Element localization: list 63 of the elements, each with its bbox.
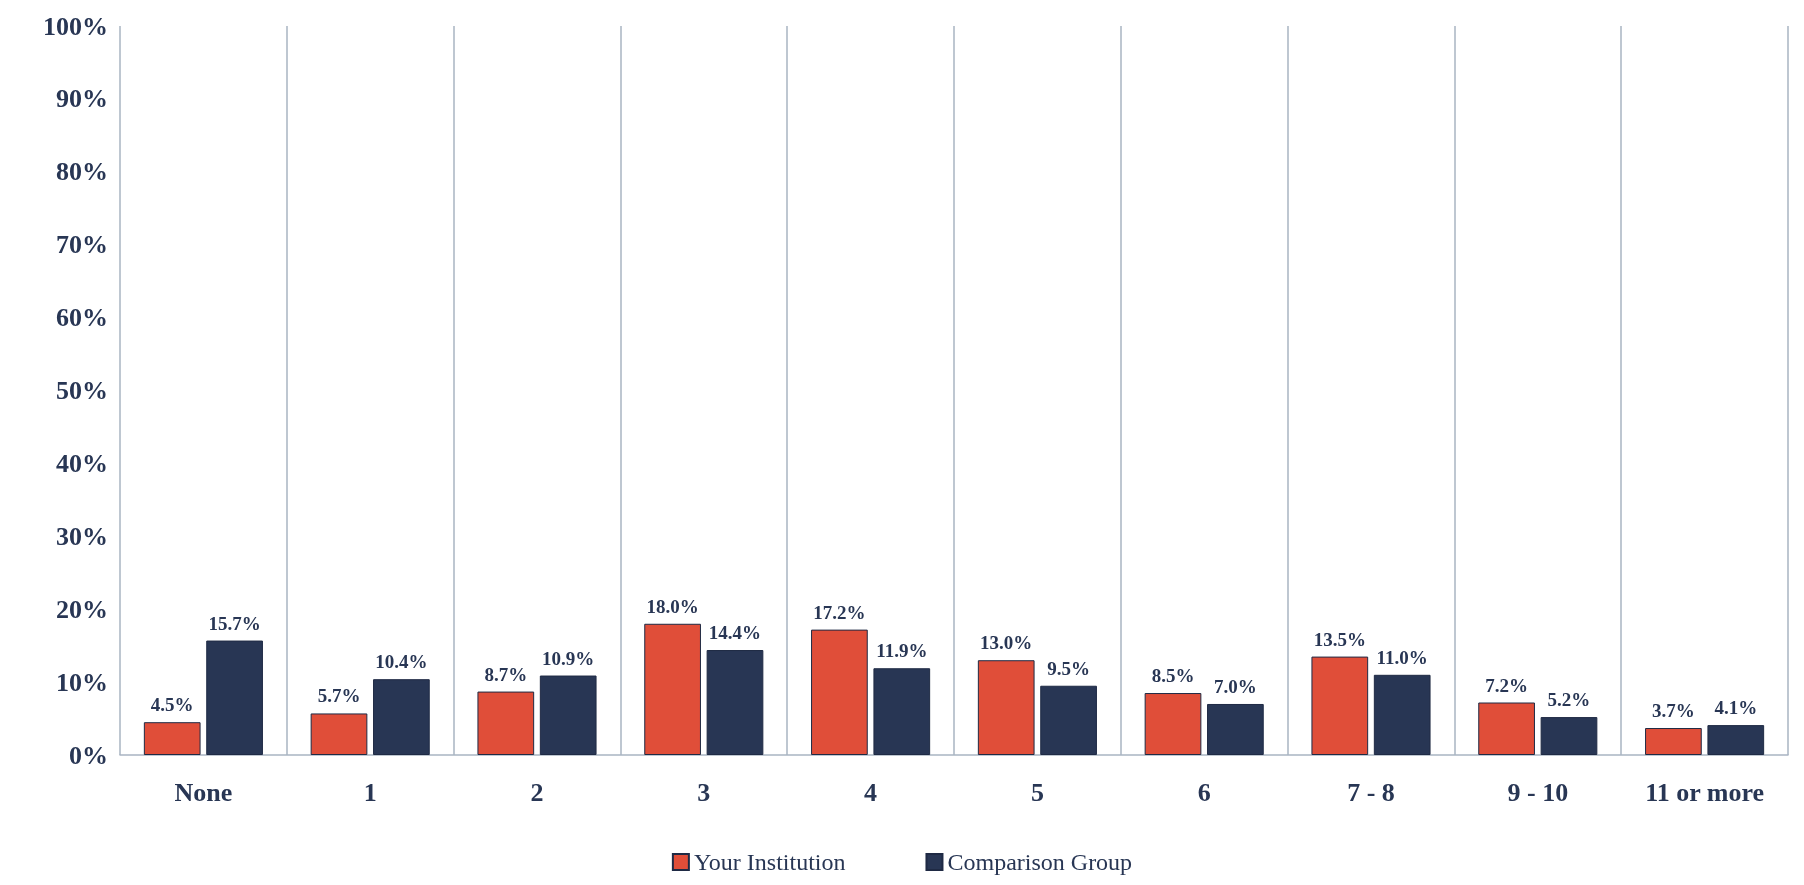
data-label: 10.4% [375, 651, 428, 673]
data-label: 7.2% [1485, 674, 1528, 696]
bar [977, 660, 1035, 755]
bar [1373, 674, 1431, 755]
bar [539, 675, 597, 755]
x-tick-label: 4 [864, 777, 878, 807]
y-tick-label: 70% [56, 230, 108, 260]
x-tick-label: 6 [1197, 777, 1211, 807]
y-tick-label: 80% [56, 157, 108, 187]
x-tick-label: 7 - 8 [1347, 777, 1395, 807]
y-tick-label: 100% [43, 11, 108, 41]
bar [1144, 693, 1202, 755]
bar [1645, 728, 1702, 755]
data-label: 3.7% [1652, 700, 1695, 722]
y-tick-label: 60% [56, 303, 108, 333]
y-tick-label: 40% [56, 448, 108, 478]
bar [811, 629, 868, 755]
bar [706, 650, 764, 755]
bar [373, 679, 430, 755]
data-label: 13.0% [980, 632, 1033, 654]
bar [1207, 703, 1264, 755]
y-tick-label: 0% [69, 740, 108, 770]
data-label: 4.5% [150, 694, 194, 716]
bar [1040, 685, 1097, 755]
legend-label: Your Institution [693, 849, 846, 875]
bar [206, 640, 263, 755]
bar [143, 722, 201, 755]
x-tick-label: 11 or more [1645, 777, 1765, 807]
data-label: 8.5% [1151, 665, 1195, 687]
y-tick-label: 90% [56, 84, 108, 114]
x-tick-label: 9 - 10 [1507, 777, 1569, 807]
bar [310, 713, 368, 755]
bar [477, 691, 535, 755]
data-label: 5.7% [317, 685, 361, 707]
y-tick-label: 20% [56, 594, 108, 624]
bar [644, 623, 701, 755]
y-tick-label: 50% [56, 376, 108, 405]
data-label: 7.0% [1214, 675, 1257, 697]
data-label: 9.5% [1047, 657, 1090, 679]
bar [1540, 717, 1598, 755]
data-label: 15.7% [208, 612, 261, 634]
data-label: 14.4% [708, 622, 762, 644]
data-label: 11.0% [1376, 646, 1428, 668]
x-tick-label: 2 [530, 777, 544, 807]
x-tick-label: None [174, 777, 233, 807]
x-tick-label: 5 [1030, 777, 1044, 807]
y-tick-label: 10% [56, 667, 108, 697]
data-label: 13.5% [1313, 628, 1366, 650]
data-label: 10.9% [542, 647, 595, 669]
data-label: 5.2% [1547, 689, 1591, 711]
bar [1311, 656, 1369, 755]
bar [873, 668, 931, 755]
legend-label: Comparison Group [947, 849, 1133, 875]
data-label: 4.1% [1714, 697, 1758, 719]
bar [1478, 702, 1535, 755]
data-label: 18.0% [646, 595, 699, 617]
bar [1707, 725, 1765, 755]
x-tick-label: 1 [363, 777, 377, 807]
x-tick-label: 3 [697, 777, 711, 807]
data-label: 11.9% [876, 640, 928, 662]
data-label: 17.2% [813, 601, 866, 623]
y-tick-label: 30% [56, 521, 108, 551]
data-label: 8.7% [484, 663, 528, 685]
